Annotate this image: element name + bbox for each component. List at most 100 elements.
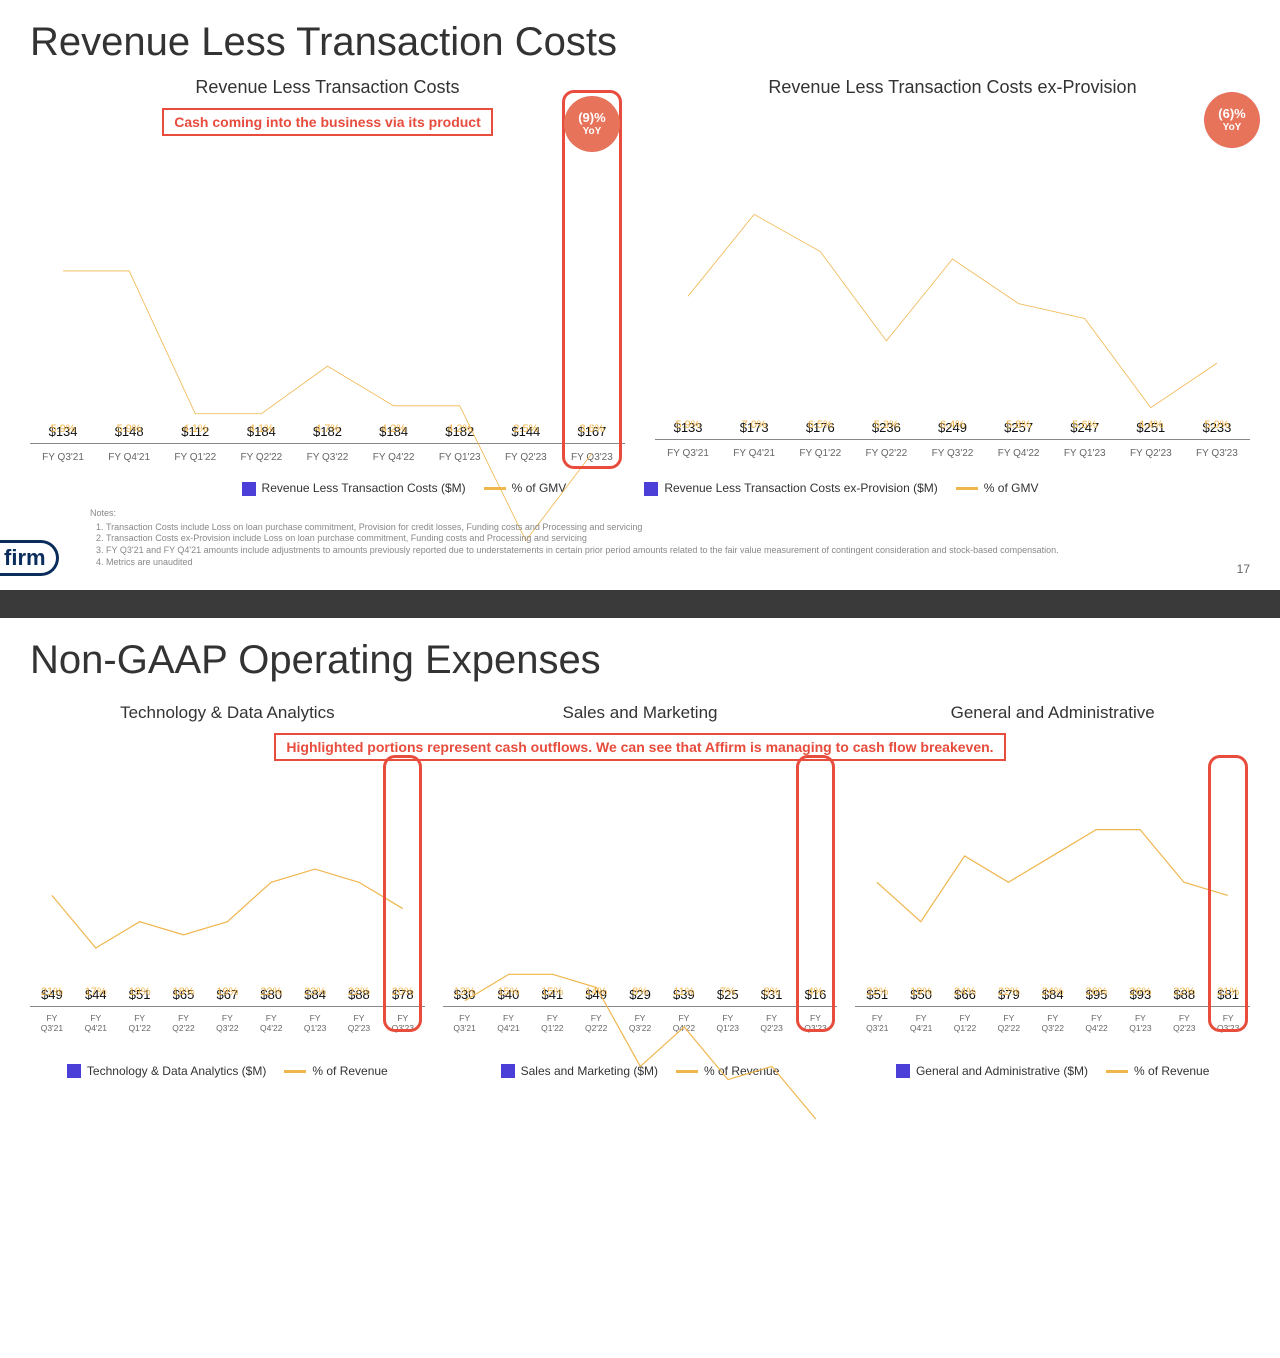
bar-pct-label: 19% <box>216 986 238 998</box>
axis-label: FYQ3'23 <box>794 1013 838 1033</box>
slide1-legend: Revenue Less Transaction Costs ($M)% of … <box>30 481 1250 496</box>
bar-pct-label: 4.2% <box>447 423 472 435</box>
axis-label: FY Q2'23 <box>1118 448 1184 459</box>
bar-column: $2496.4% <box>919 420 985 439</box>
bar-pct-label: 18% <box>172 986 194 998</box>
bar-pct-label: 22% <box>348 986 370 998</box>
chart-b-area: $3013%$4015%$4115%$4914%$298%$3911%$257%… <box>443 777 838 1007</box>
axis-label: FYQ3'22 <box>1031 1013 1075 1033</box>
slide2-title: Non-GAAP Operating Expenses <box>30 638 1250 683</box>
bar-pct-label: 5.3% <box>874 419 899 431</box>
axis-label: FY Q1'22 <box>787 448 853 459</box>
bar-column: $257% <box>706 987 750 1006</box>
axis-label: FYQ4'21 <box>487 1013 531 1033</box>
bar-column: $9526% <box>1075 987 1119 1006</box>
chart-b-legend: Sales and Marketing ($M) % of Revenue <box>443 1064 838 1079</box>
bar-column: $8022% <box>249 987 293 1006</box>
bar-pct-label: 26% <box>1129 986 1151 998</box>
axis-label: FYQ4'21 <box>899 1013 943 1033</box>
axis-label: FY Q1'23 <box>1052 448 1118 459</box>
legend-item-line: % of GMV <box>484 481 567 496</box>
legend-item-bar: Sales and Marketing ($M) <box>501 1064 658 1079</box>
axis-label: FYQ2'22 <box>987 1013 1031 1033</box>
axis-label: FYQ3'21 <box>443 1013 487 1033</box>
axis-label: FY Q3'22 <box>919 448 985 459</box>
bar-pct-label: 20% <box>392 986 414 998</box>
bar-column: $1844.2% <box>361 424 427 443</box>
bar-column: $4914% <box>574 987 618 1006</box>
axis-label: FYQ3'21 <box>855 1013 899 1033</box>
legend-item-bar: Technology & Data Analytics ($M) <box>67 1064 266 1079</box>
note-item: Transaction Costs ex-Provision include L… <box>106 533 1250 545</box>
axis-label: FYQ3'23 <box>1206 1013 1250 1033</box>
axis-label: FY Q3'23 <box>1184 448 1250 459</box>
bar-column: $1824.2% <box>427 424 493 443</box>
axis-label: FYQ4'22 <box>662 1013 706 1033</box>
bar-column: $3013% <box>443 987 487 1006</box>
bar-column: $8121% <box>1206 987 1250 1006</box>
chart-left-axis: FY Q3'21FY Q4'21FY Q1'22FY Q2'22FY Q3'22… <box>30 452 625 463</box>
bar-column: $318% <box>750 987 794 1006</box>
bar-column: $7922% <box>987 987 1031 1006</box>
chart-c-area: $5122%$5019%$6624%$7922%$8424%$9526%$932… <box>855 777 1250 1007</box>
bar-pct-label: 15% <box>497 986 519 998</box>
slide-divider <box>0 590 1280 618</box>
bar-column: $4015% <box>487 987 531 1006</box>
chart-b-axis: FYQ3'21FYQ4'21FYQ1'22FYQ2'22FYQ3'22FYQ4'… <box>443 1013 838 1033</box>
bar-column: $164% <box>794 987 838 1006</box>
bar-column: $298% <box>618 987 662 1006</box>
bar-column: $2575.8% <box>986 420 1052 439</box>
bar-column: $4417% <box>74 987 118 1006</box>
axis-label: FYQ1'23 <box>293 1013 337 1033</box>
bar-column: $9326% <box>1119 987 1163 1006</box>
axis-label: FYQ2'22 <box>162 1013 206 1033</box>
bar-pct-label: 21% <box>1217 986 1239 998</box>
bar-column: $7820% <box>381 987 425 1006</box>
bar-column: $8423% <box>293 987 337 1006</box>
yoy-badge: (6)%YoY <box>1204 92 1260 148</box>
axis-label: FY Q2'23 <box>493 452 559 463</box>
chart-right-axis: FY Q3'21FY Q4'21FY Q1'22FY Q2'22FY Q3'22… <box>655 448 1250 459</box>
bar-pct-label: 4.1% <box>249 423 274 435</box>
bar-pct-label: 5.9% <box>117 423 142 435</box>
bar-pct-label: 5.8% <box>1006 419 1031 431</box>
bar-pct-label: 8% <box>764 986 780 998</box>
bar-pct-label: 13% <box>454 986 476 998</box>
axis-label: FY Q1'22 <box>162 452 228 463</box>
notes-title: Notes: <box>90 508 1250 520</box>
chart-left-subtitle: Revenue Less Transaction Costs <box>30 77 625 98</box>
bar-column: $6719% <box>205 987 249 1006</box>
axis-label: FYQ1'22 <box>943 1013 987 1033</box>
axis-label: FYQ2'23 <box>1162 1013 1206 1033</box>
axis-label: FY Q4'22 <box>986 448 1052 459</box>
legend-item-line: % of Revenue <box>676 1064 779 1078</box>
bar-pct-label: 21% <box>41 986 63 998</box>
bar-pct-label: 11% <box>673 986 694 998</box>
bar-pct-label: 5.0% <box>1204 419 1229 431</box>
axis-label: FYQ2'22 <box>574 1013 618 1033</box>
bar-pct-label: 5.6% <box>1072 419 1097 431</box>
bar-column: $1824.7% <box>294 424 360 443</box>
bar-column: $5019% <box>899 987 943 1006</box>
chart-a-legend: Technology & Data Analytics ($M)% of Rev… <box>30 1064 425 1079</box>
bar-column: $1673.6% <box>559 424 625 443</box>
bar-column: $4115% <box>530 987 574 1006</box>
bar-pct-label: 7.0% <box>742 419 767 431</box>
axis-label: FY Q3'21 <box>655 448 721 459</box>
bar-pct-label: 19% <box>910 986 932 998</box>
bar-column: $8822% <box>1162 987 1206 1006</box>
bar-pct-label: 5.9% <box>51 423 76 435</box>
bar-pct-label: 4% <box>808 986 824 998</box>
bar-pct-label: 23% <box>304 986 326 998</box>
bar-pct-label: 4.4% <box>1138 419 1163 431</box>
chart-left-area: $1345.9%$1485.9%$1124.1%$1844.1%$1824.7%… <box>30 144 625 444</box>
bar-column: $8424% <box>1031 987 1075 1006</box>
bar-column: $1844.1% <box>228 424 294 443</box>
axis-label: FY Q4'21 <box>96 452 162 463</box>
bar-column: $1737.0% <box>721 420 787 439</box>
axis-label: FYQ1'22 <box>530 1013 574 1033</box>
bar-pct-label: 24% <box>1042 986 1064 998</box>
chart-right-area: $1335.9%$1737.0%$1766.5%$2365.3%$2496.4%… <box>655 140 1250 440</box>
bar-pct-label: 5.9% <box>676 419 701 431</box>
bar-column: $1766.5% <box>787 420 853 439</box>
